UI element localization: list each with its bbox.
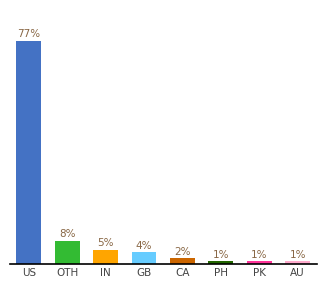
- Bar: [16, 41, 41, 264]
- Text: 4%: 4%: [136, 241, 152, 251]
- Text: 1%: 1%: [212, 250, 229, 260]
- Bar: [93, 250, 118, 264]
- Bar: [208, 261, 233, 264]
- Text: 1%: 1%: [289, 250, 306, 260]
- Bar: [132, 252, 156, 264]
- Text: 1%: 1%: [251, 250, 268, 260]
- Bar: [55, 241, 80, 264]
- Text: 2%: 2%: [174, 247, 191, 257]
- Bar: [247, 261, 272, 264]
- Text: 8%: 8%: [59, 230, 76, 239]
- Bar: [285, 261, 310, 264]
- Text: 77%: 77%: [17, 29, 40, 39]
- Bar: [170, 258, 195, 264]
- Text: 5%: 5%: [97, 238, 114, 248]
